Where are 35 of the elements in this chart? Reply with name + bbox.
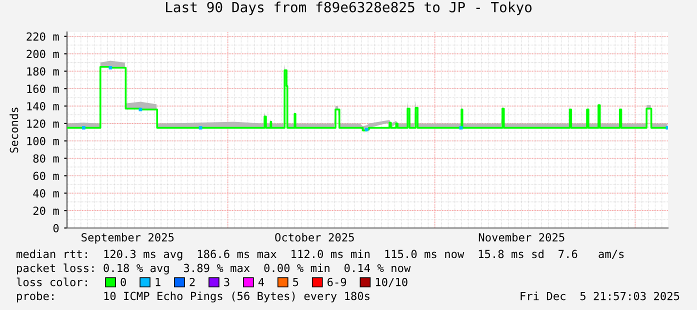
point — [108, 66, 112, 70]
y-axis-title: Seconds — [10, 108, 18, 153]
x-tick-label: November 2025 — [478, 232, 564, 242]
text: packet loss: 0.18 % avg 3.89 % max 0.00 % min 0.14 % now — [17, 264, 411, 274]
y-tick-label: 220 m — [26, 32, 59, 41]
legend-label: 3 — [224, 278, 230, 286]
legend-title: loss color: — [16, 278, 87, 286]
text: Fri Dec 5 21:57:03 2025 — [520, 292, 680, 300]
point — [198, 126, 202, 130]
y-tick-label: 140 m — [27, 102, 59, 110]
legend-label: 4 — [258, 278, 264, 286]
y-tick-label: 60 m — [33, 172, 59, 180]
text: probe: 10 ICMP Echo Pings (56 Bytes) every 180s — [17, 292, 370, 302]
legend-label: 5 — [293, 278, 298, 286]
legend-label: 2 — [190, 278, 195, 286]
text: median rtt: 120.3 ms avg 186.6 ms max 112.0 ms min 115.0 ms now 15.8 ms sd 7.6 am/s — [16, 250, 624, 260]
y-tick-label: 180 m — [27, 67, 59, 76]
y-tick-label: 40 m — [33, 189, 59, 198]
chart-title: Last 90 Days from f89e6328e825 to JP - Tokyo — [166, 2, 532, 16]
y-tick-label: 20 m — [33, 206, 59, 215]
x-tick-label: October 2025 — [275, 232, 354, 242]
y-tick-label: 100 m — [27, 136, 59, 146]
x-tick-label: September 2025 — [82, 232, 174, 244]
point — [82, 126, 86, 130]
legend-label: 0 — [120, 278, 126, 286]
point — [459, 126, 463, 130]
y-tick-label: 200 m — [26, 50, 59, 58]
y-tick-label: 0 — [53, 224, 59, 232]
y-tick-label: 120 m — [27, 119, 59, 128]
legend-label: 10/10 — [376, 278, 408, 288]
legend-label: 1 — [156, 278, 160, 286]
point — [364, 128, 368, 132]
legend-label: 6-9 — [328, 278, 346, 286]
y-tick-label: 80 m — [33, 154, 59, 163]
y-tick-label: 160 m — [27, 84, 59, 94]
